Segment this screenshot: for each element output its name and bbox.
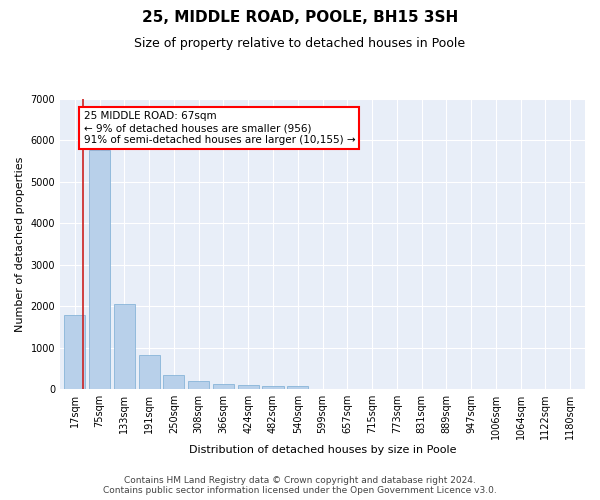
Text: 25 MIDDLE ROAD: 67sqm
← 9% of detached houses are smaller (956)
91% of semi-deta: 25 MIDDLE ROAD: 67sqm ← 9% of detached h…: [83, 112, 355, 144]
Bar: [139, 355, 160, 389]
Text: 25, MIDDLE ROAD, POOLE, BH15 3SH: 25, MIDDLE ROAD, POOLE, BH15 3SH: [142, 10, 458, 25]
Bar: [114, 304, 135, 389]
Bar: [89, 150, 110, 389]
Text: Contains HM Land Registry data © Crown copyright and database right 2024.
Contai: Contains HM Land Registry data © Crown c…: [103, 476, 497, 495]
Bar: [163, 375, 184, 389]
Bar: [188, 381, 209, 389]
Text: Size of property relative to detached houses in Poole: Size of property relative to detached ho…: [134, 38, 466, 51]
Y-axis label: Number of detached properties: Number of detached properties: [15, 156, 25, 332]
Bar: [262, 386, 284, 389]
Bar: [213, 384, 234, 389]
X-axis label: Distribution of detached houses by size in Poole: Distribution of detached houses by size …: [189, 445, 456, 455]
Bar: [287, 386, 308, 389]
Bar: [238, 384, 259, 389]
Bar: [64, 316, 85, 389]
